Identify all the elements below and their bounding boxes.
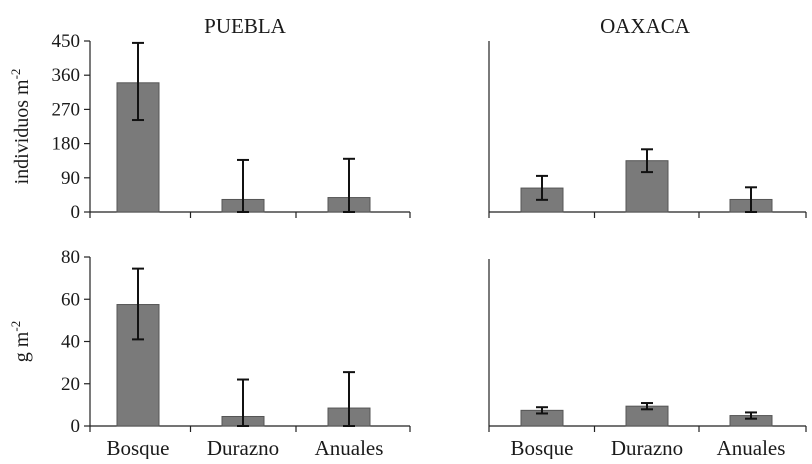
y-axis-label: individuos m-2 (8, 69, 33, 185)
panel-title: OAXACA (600, 14, 691, 38)
y-axis-label-superscript: -2 (8, 69, 23, 80)
y-tick-label: 60 (61, 289, 80, 310)
y-tick-label: 270 (52, 99, 81, 120)
y-tick-label: 80 (61, 247, 80, 268)
x-category-label: Bosque (511, 436, 574, 459)
y-tick-label: 450 (52, 31, 81, 52)
y-tick-label: 20 (61, 374, 80, 395)
x-category-label: Anuales (315, 436, 384, 459)
x-category-label: Bosque (107, 436, 170, 459)
x-category-label: Durazno (611, 436, 683, 459)
y-tick-label: 360 (52, 65, 81, 86)
y-tick-label: 0 (71, 202, 81, 223)
x-category-label: Anuales (717, 436, 786, 459)
y-axis-label-text: g m (11, 331, 33, 362)
y-tick-label: 90 (61, 168, 80, 189)
panel-title: PUEBLA (204, 14, 287, 38)
y-tick-label: 40 (61, 332, 80, 353)
y-axis-label-superscript: -2 (8, 321, 23, 332)
y-axis-label-text: individuos m (11, 79, 33, 184)
y-axis-label: g m-2 (8, 321, 33, 362)
y-tick-label: 180 (52, 134, 81, 155)
y-tick-label: 0 (71, 416, 81, 437)
x-category-label: Durazno (207, 436, 279, 459)
